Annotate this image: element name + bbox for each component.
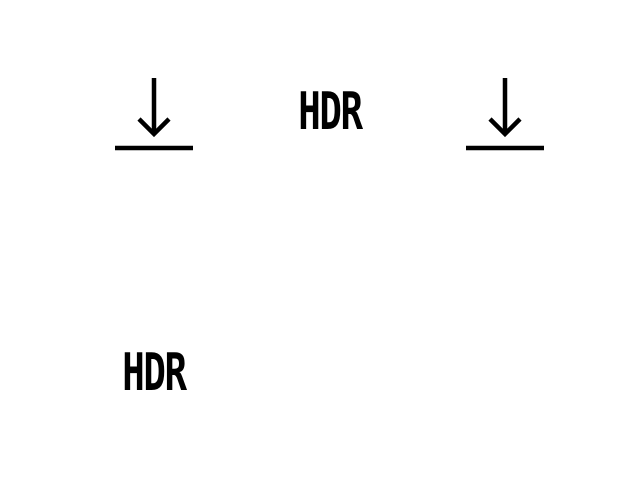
hdr-icon-label: HDR [298, 82, 363, 142]
hdr-icon-label: HDR [122, 343, 187, 403]
download-arrow-graphic [466, 78, 544, 151]
download-arrow-graphic [115, 78, 193, 151]
download-icon[interactable] [465, 72, 545, 152]
hdr-icon[interactable]: HDR [114, 333, 194, 413]
download-icon[interactable] [114, 72, 194, 152]
hdr-icon[interactable]: HDR [290, 72, 370, 152]
